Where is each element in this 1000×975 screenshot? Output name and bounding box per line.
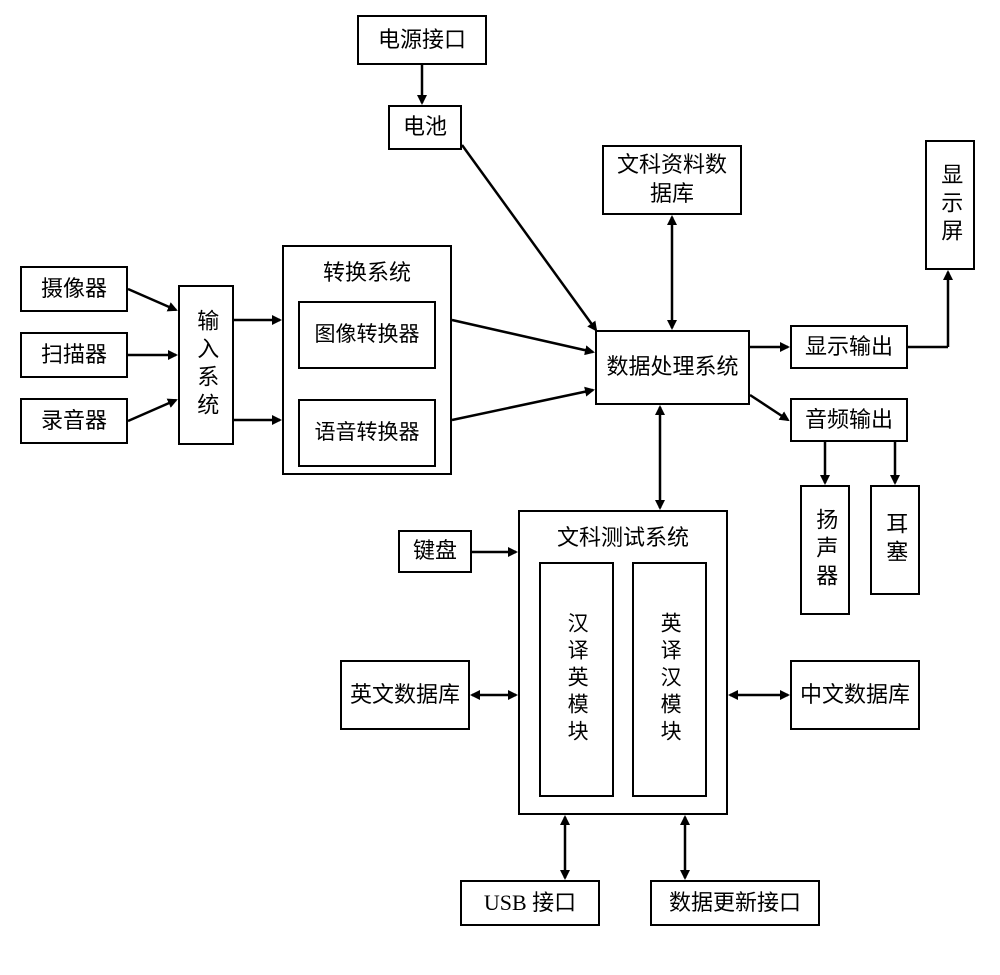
liberal-db-label: 文科资料数据库: [608, 151, 736, 208]
cn-db-label: 中文数据库: [800, 681, 910, 710]
camera-box: 摄像器: [20, 266, 128, 312]
scanner-box: 扫描器: [20, 332, 128, 378]
cn2en-label: 汉译英模块: [563, 612, 590, 747]
update-label: 数据更新接口: [669, 889, 801, 918]
voice-converter-label: 语音转换器: [315, 419, 420, 446]
cn2en-box: 汉译英模块: [539, 562, 614, 797]
audio-out-box: 音频输出: [790, 398, 908, 442]
data-proc-label: 数据处理系统: [606, 353, 738, 382]
keyboard-label: 键盘: [413, 537, 457, 566]
en2cn-box: 英译汉模块: [632, 562, 707, 797]
usb-box: USB 接口: [460, 880, 600, 926]
power-port-box: 电源接口: [357, 15, 487, 65]
battery-label: 电池: [403, 113, 447, 142]
en2cn-label: 英译汉模块: [656, 612, 683, 747]
speaker-label: 扬声器: [811, 508, 840, 592]
en-db-box: 英文数据库: [340, 660, 470, 730]
speaker-box: 扬声器: [800, 485, 850, 615]
battery-box: 电池: [388, 105, 462, 150]
usb-label: USB 接口: [484, 889, 576, 918]
input-system-label: 输入系统: [192, 309, 221, 421]
screen-box: 显示屏: [925, 140, 975, 270]
display-out-label: 显示输出: [805, 333, 893, 362]
screen-label: 显示屏: [936, 163, 965, 247]
audio-out-label: 音频输出: [805, 406, 893, 435]
convert-system-title: 转换系统: [284, 247, 450, 291]
update-box: 数据更新接口: [650, 880, 820, 926]
recorder-box: 录音器: [20, 398, 128, 444]
en-db-label: 英文数据库: [350, 681, 460, 710]
image-converter-box: 图像转换器: [298, 301, 436, 369]
power-port-label: 电源接口: [378, 26, 466, 55]
data-proc-box: 数据处理系统: [595, 330, 750, 405]
display-out-box: 显示输出: [790, 325, 908, 369]
test-system-title: 文科测试系统: [520, 512, 726, 556]
liberal-db-box: 文科资料数据库: [602, 145, 742, 215]
keyboard-box: 键盘: [398, 530, 472, 573]
arrows-layer: [0, 0, 1000, 975]
cn-db-box: 中文数据库: [790, 660, 920, 730]
scanner-label: 扫描器: [41, 341, 107, 370]
test-system-group: 文科测试系统 汉译英模块 英译汉模块: [518, 510, 728, 815]
camera-label: 摄像器: [41, 275, 107, 304]
convert-system-group: 转换系统 图像转换器 语音转换器: [282, 245, 452, 475]
earplug-box: 耳塞: [870, 485, 920, 595]
earplug-label: 耳塞: [881, 512, 910, 568]
image-converter-label: 图像转换器: [315, 321, 420, 348]
voice-converter-box: 语音转换器: [298, 399, 436, 467]
input-system-box: 输入系统: [178, 285, 234, 445]
recorder-label: 录音器: [41, 407, 107, 436]
